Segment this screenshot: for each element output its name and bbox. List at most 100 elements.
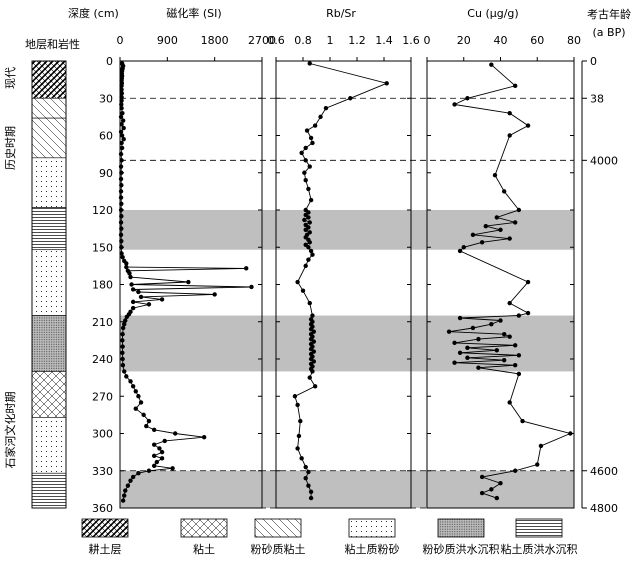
ms-data-point: [119, 91, 125, 96]
ms-data-point: [136, 471, 141, 476]
depth-tick-label: 360: [92, 502, 113, 515]
ms-data-point: [133, 406, 138, 411]
ms-data-point: [151, 442, 157, 447]
rbsr-data-point: [295, 402, 300, 408]
rbsr-data-point: [307, 61, 312, 66]
rbsr-data-point: [300, 288, 306, 293]
shaded-bands: [120, 210, 574, 508]
depth-tick-label: 180: [92, 279, 113, 292]
ms-data-point: [146, 302, 152, 307]
lithology-layer: [31, 249, 67, 316]
ms-data-point: [122, 369, 127, 374]
cu-data-point: [498, 227, 503, 233]
cu-data-point: [483, 223, 488, 229]
rbsr-data-point: [304, 128, 310, 133]
legend-label: 粉砂质洪水沉积: [423, 542, 500, 556]
lithology-layer: [31, 97, 67, 119]
ms-data-point: [119, 182, 124, 188]
ms-data-point: [130, 474, 136, 480]
cu-data-point: [516, 353, 522, 358]
ms-data-point: [120, 110, 125, 116]
ms-data-point: [119, 145, 125, 151]
chart-title-ms: 磁化率 (SI): [166, 6, 221, 20]
cu-panel: 0 20 40 60 80: [424, 34, 581, 509]
ms-data-point: [154, 459, 160, 465]
age-tick-label: 38: [590, 92, 604, 105]
rbsr-x-tick-label: 1.2: [348, 34, 366, 47]
ms-data-point: [124, 261, 129, 266]
rbsr-series-line: [294, 63, 389, 499]
rbsr-data-point: [310, 140, 315, 146]
ms-data-point: [118, 151, 124, 157]
ms-data-point: [159, 297, 165, 302]
ms-data-point: [128, 379, 133, 384]
rbsr-data-point: [303, 464, 308, 470]
cu-data-point: [479, 240, 485, 245]
ms-data-point: [130, 299, 136, 305]
age-tick-label: 4000: [590, 154, 618, 167]
cu-data-point: [501, 331, 507, 337]
ms-data-point: [120, 350, 125, 355]
ms-data-point: [124, 374, 129, 379]
cu-data-point: [465, 345, 470, 351]
legend-swatch: [437, 518, 485, 538]
ms-data-point: [118, 195, 124, 200]
cu-data-point: [465, 96, 470, 101]
rbsr-data-point: [348, 96, 353, 101]
ms-data-point: [120, 363, 126, 368]
age-tick-label: 0: [590, 55, 597, 68]
ms-data-point: [120, 344, 125, 349]
ms-data-point: [125, 483, 131, 488]
legend-swatch: [81, 518, 129, 538]
rbsr-data-point: [310, 369, 315, 374]
rbsr-data-point: [312, 123, 318, 128]
rbsr-data-point: [307, 300, 312, 306]
cu-data-point: [446, 329, 452, 334]
age-axis: 0 38 4000 4600 4800: [581, 55, 618, 515]
depth-tick-label: 210: [92, 316, 113, 329]
cu-data-point: [498, 480, 503, 486]
cu-data-point: [452, 360, 457, 365]
cu-data-point: [513, 468, 518, 473]
cu-data-point: [507, 110, 512, 116]
rbsr-data-point: [310, 252, 315, 257]
ms-x-tick-label: 1800: [201, 34, 229, 47]
rbsr-data-point: [295, 446, 300, 451]
rbsr-data-point: [312, 384, 318, 389]
cu-data-point: [501, 189, 507, 194]
ms-data-point: [120, 356, 125, 362]
lithology-layer: [31, 472, 67, 509]
chart-title-rbsr: Rb/Sr: [326, 7, 356, 20]
rbsr-data-point: [308, 135, 314, 141]
cu-data-point: [461, 245, 466, 250]
ms-data-point: [159, 456, 165, 461]
ms-data-point: [118, 232, 124, 238]
rbsr-data-point: [307, 220, 312, 225]
lithology-layer: [31, 207, 67, 251]
cu-series-line: [449, 64, 572, 499]
rbsr-x-tick-label: 1.6: [402, 34, 420, 47]
cu-data-point: [494, 348, 500, 353]
ms-data-point: [123, 318, 128, 323]
rbsr-data-point: [303, 178, 308, 183]
cu-data-point: [520, 418, 525, 424]
depth-tick-label: 300: [92, 428, 113, 441]
cu-data-point: [494, 215, 500, 220]
period-label-historic: 历史时期: [4, 126, 17, 170]
ms-data-point: [130, 384, 136, 389]
depth-tick-label: 90: [99, 167, 113, 180]
ms-data-point: [157, 446, 162, 451]
cu-data-point: [513, 363, 518, 368]
rbsr-data-point: [308, 248, 314, 254]
rbsr-data-point: [307, 164, 312, 169]
strat-header: 地层和岩性: [25, 37, 80, 51]
ms-data-point: [244, 266, 249, 271]
rbsr-x-tick-label: 1: [327, 34, 334, 47]
rbsr-data-point: [298, 418, 303, 424]
ms-data-point: [119, 251, 124, 256]
rbsr-data-point: [310, 313, 315, 318]
ms-data-point: [119, 245, 124, 250]
rbsr-data-point: [303, 227, 308, 233]
depth-tick-label: 270: [92, 390, 113, 403]
